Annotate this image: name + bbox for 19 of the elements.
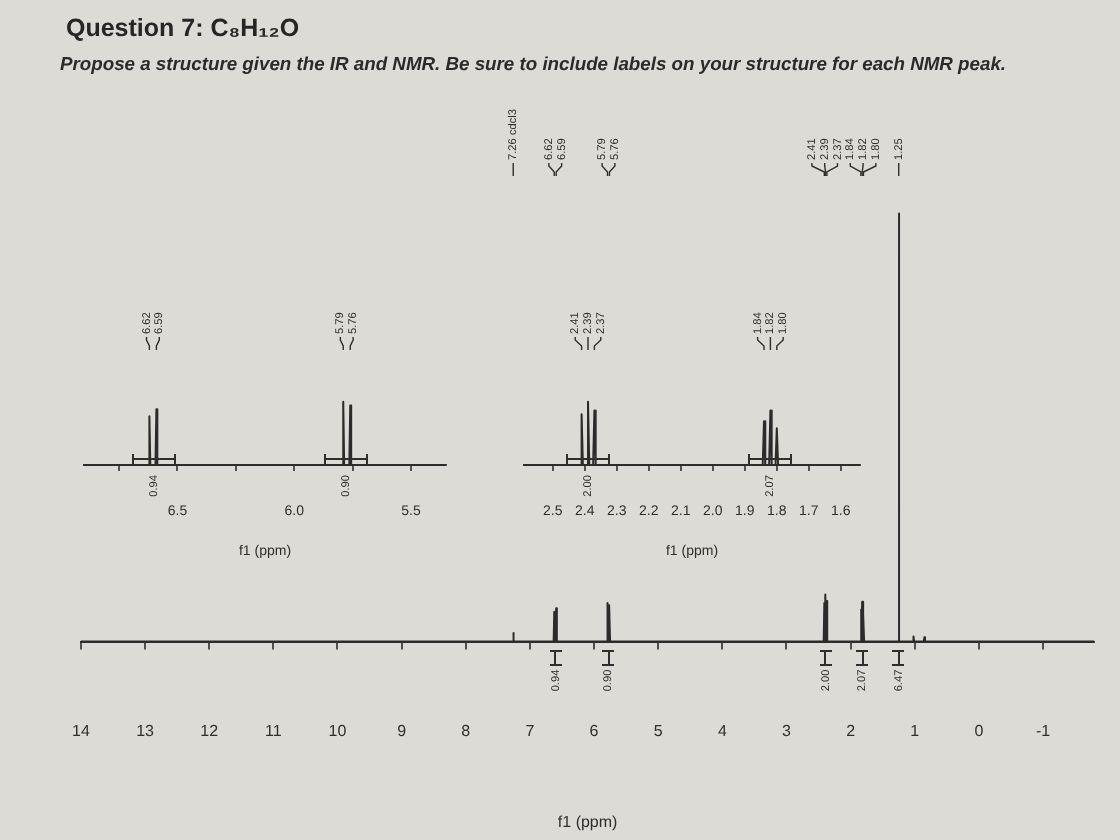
x-tick-label: 2 [846, 721, 857, 740]
chart-title: Question 7: C₈H₁₂O [66, 14, 300, 42]
x-tick-label: 3 [782, 721, 793, 740]
chart-subtitle: Propose a structure given the IR and NMR. Be sure to include labels on your structure for each NMR peak. [60, 52, 1007, 74]
x-tick-label: 1 [910, 721, 921, 740]
x-tick-label: 7 [525, 721, 536, 740]
x-tick-label: 0 [974, 721, 985, 740]
x-tick-label: 6 [589, 721, 600, 740]
x-tick-label: -1 [1035, 721, 1052, 740]
x-tick-label: 14 [71, 721, 91, 740]
x-tick-label: 12 [200, 721, 220, 740]
x-tick-label: 9 [397, 721, 408, 740]
x-tick-label: 10 [328, 721, 348, 740]
x-tick-label: 5 [653, 721, 664, 740]
x-tick-label: 4 [717, 721, 728, 740]
x-tick-label: 11 [265, 721, 283, 740]
x-tick-label: 13 [136, 721, 156, 740]
x-axis-title: f1 (ppm) [557, 812, 619, 831]
x-tick-label: 8 [461, 721, 472, 740]
